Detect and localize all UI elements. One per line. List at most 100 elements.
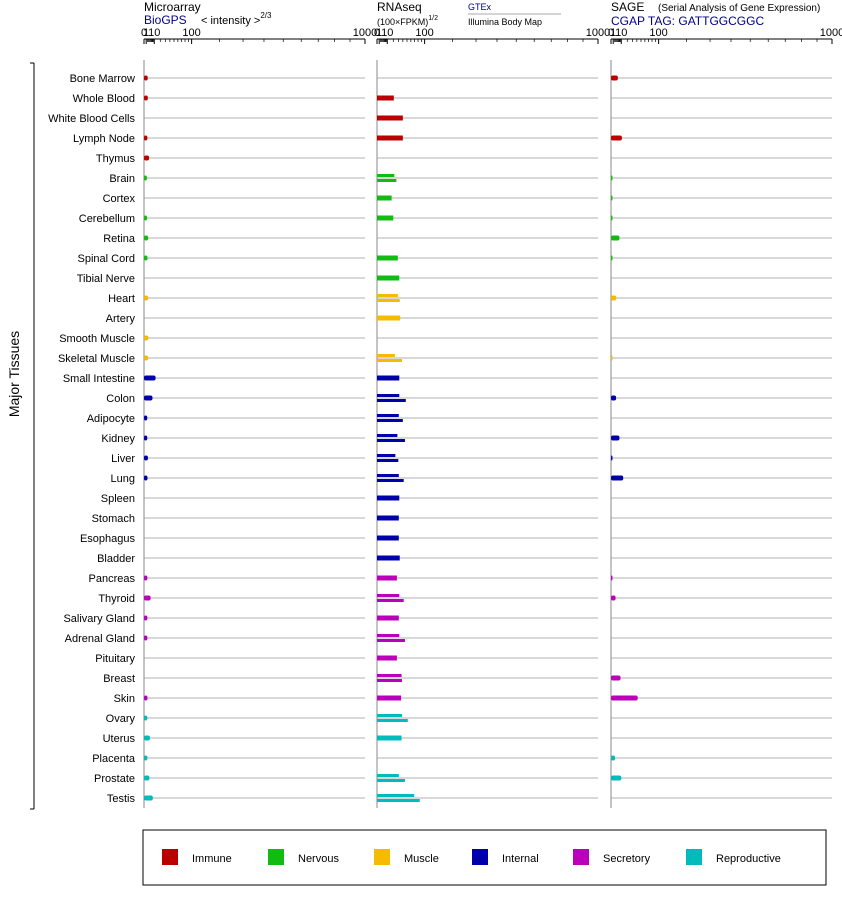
y-axis: Major Tissues xyxy=(6,62,35,810)
tissue-label: Placenta xyxy=(92,753,136,765)
x-tick-label: 0 xyxy=(141,27,147,39)
bar xyxy=(144,295,149,301)
tissue-row: Retina xyxy=(103,233,832,245)
bar xyxy=(611,575,613,581)
tissue-row: Bladder xyxy=(97,553,832,565)
tissue-row: Smooth Muscle xyxy=(59,333,832,345)
tissue-label: Adrenal Gland xyxy=(65,633,135,645)
tissue-label: Skeletal Muscle xyxy=(58,353,135,365)
x-tick-label: 10 xyxy=(148,27,160,39)
bar xyxy=(144,455,148,461)
bar xyxy=(611,675,621,681)
bar xyxy=(377,634,400,637)
bar xyxy=(144,595,151,601)
bar xyxy=(377,575,397,581)
tissue-label: Adipocyte xyxy=(87,413,135,425)
tissue-row: Adipocyte xyxy=(87,413,832,425)
bar xyxy=(377,735,402,741)
bar-secondary xyxy=(377,135,403,141)
x-tick-label: 1 xyxy=(143,27,149,39)
bar-secondary xyxy=(377,459,399,462)
tissue-row: Colon xyxy=(106,393,832,405)
bar-secondary xyxy=(377,195,392,201)
tissue-row: Cerebellum xyxy=(79,213,832,225)
panel-unit: (100×FPKM)1/2 xyxy=(377,15,438,27)
tissue-label: Smooth Muscle xyxy=(59,333,135,345)
legend-item-internal: Internal xyxy=(472,849,539,865)
tissue-row: Esophagus xyxy=(80,533,832,545)
gtex-link[interactable]: GTEx xyxy=(468,2,492,12)
bar xyxy=(611,235,620,241)
x-tick-label: 100 xyxy=(649,27,667,39)
bar xyxy=(144,395,153,401)
tissue-label: Breast xyxy=(103,673,135,685)
tissue-row: Ovary xyxy=(106,713,832,725)
bar xyxy=(377,354,395,357)
bar xyxy=(611,775,622,781)
bar xyxy=(144,255,148,261)
bar xyxy=(611,195,613,201)
bar xyxy=(377,315,401,321)
tissue-row: Adrenal Gland xyxy=(65,633,832,645)
tissue-row: White Blood Cells xyxy=(48,113,832,125)
bar xyxy=(144,415,148,421)
tissue-label: Thymus xyxy=(96,153,136,165)
tissue-row: Artery xyxy=(106,313,832,325)
bar xyxy=(377,454,396,457)
bar-secondary xyxy=(377,639,405,642)
bar xyxy=(377,294,398,297)
bar xyxy=(144,575,148,581)
y-axis-label: Major Tissues xyxy=(6,331,22,417)
bar xyxy=(611,135,622,141)
tissue-row: Skin xyxy=(114,693,832,705)
x-tick-label: 1000 xyxy=(820,27,842,39)
bar xyxy=(611,395,617,401)
x-tick-label: 0 xyxy=(374,27,380,39)
bar xyxy=(377,774,399,777)
bar xyxy=(611,295,617,301)
panel-source-link[interactable]: BioGPS xyxy=(144,13,187,27)
x-tick-label: 1 xyxy=(376,27,382,39)
bar xyxy=(377,655,397,661)
bar xyxy=(144,175,147,181)
x-tick-label: 10 xyxy=(381,27,393,39)
panel-title: RNAseq xyxy=(377,0,422,14)
bar xyxy=(611,215,613,221)
tissue-row: Cortex xyxy=(103,193,832,205)
tissue-label: Esophagus xyxy=(80,533,136,545)
panel-source-link[interactable]: CGAP TAG: GATTGGCGGC xyxy=(611,14,764,28)
tissue-label: Ovary xyxy=(106,713,136,725)
bar-secondary xyxy=(377,799,420,802)
tissue-row: Stomach xyxy=(92,513,832,525)
tissue-row: Salivary Gland xyxy=(63,613,832,625)
bar xyxy=(144,695,148,701)
bar xyxy=(611,695,638,701)
bar-secondary xyxy=(377,479,404,482)
bar xyxy=(611,595,616,601)
bar xyxy=(377,515,399,521)
bar xyxy=(144,215,148,221)
bar-secondary xyxy=(377,419,403,422)
bar xyxy=(377,594,400,597)
tissue-label: Whole Blood xyxy=(73,93,135,105)
bar xyxy=(377,275,400,281)
panel-title: SAGE xyxy=(611,0,644,14)
bar xyxy=(144,135,148,141)
x-tick-label: 10 xyxy=(615,27,627,39)
tissue-label: Pituitary xyxy=(95,653,135,665)
legend-swatch xyxy=(686,849,702,865)
bar xyxy=(377,535,399,541)
bar-secondary xyxy=(377,115,403,121)
bar xyxy=(144,635,148,641)
tissue-row: Liver xyxy=(111,453,832,465)
bar xyxy=(377,495,400,501)
bar xyxy=(611,455,613,461)
bar xyxy=(144,155,150,161)
tissue-row: Thymus xyxy=(96,153,832,165)
legend-swatch xyxy=(573,849,589,865)
tissue-label: Uterus xyxy=(103,733,136,745)
bar xyxy=(144,355,149,361)
bar xyxy=(377,434,398,437)
tissue-label: Liver xyxy=(111,453,135,465)
tissue-row: Pancreas xyxy=(89,573,832,585)
